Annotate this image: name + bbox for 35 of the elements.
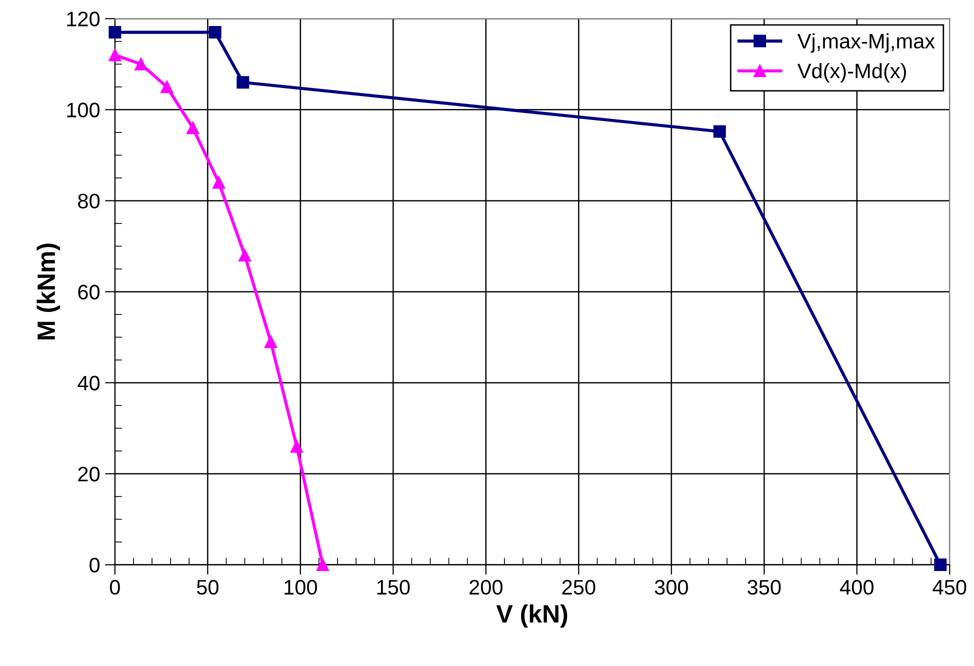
point [160, 80, 174, 94]
x-tick-label: 400 [840, 580, 874, 595]
point [134, 58, 148, 70]
y-tick-label: 0 [90, 558, 100, 573]
point [290, 440, 303, 453]
x-axis-title: V (kN) [496, 604, 568, 628]
legend-label: Vj,max-Mj,max [797, 33, 935, 53]
point [316, 558, 329, 572]
x-tick-label: 50 [196, 580, 218, 595]
point [713, 125, 726, 138]
x-tick-label: 200 [470, 580, 502, 595]
x-tick-label: 150 [377, 580, 410, 595]
y-tick-label: 80 [78, 194, 100, 208]
point [934, 558, 947, 572]
y-tick-label: 60 [78, 284, 100, 300]
point [108, 26, 122, 39]
point [264, 336, 277, 348]
x-tick-label: 450 [932, 580, 966, 595]
y-tick-label: 40 [78, 376, 100, 390]
point [208, 26, 222, 39]
x-tick-label: 100 [284, 580, 317, 595]
x-tick-label: 350 [748, 580, 781, 595]
point [238, 249, 252, 262]
point [212, 176, 226, 189]
point [186, 122, 200, 134]
y-tick-label: 120 [67, 12, 100, 26]
point [108, 48, 122, 62]
legend-label: Vd(x)-Md(x) [797, 63, 906, 82]
x-tick-label: 300 [654, 580, 688, 595]
x-tick-label: 250 [562, 580, 596, 595]
y-axis-title: M (kNm) [36, 244, 60, 340]
x-tick-label: 0 [110, 580, 120, 595]
y-tick-label: 20 [78, 466, 100, 482]
y-tick-label: 100 [67, 102, 100, 118]
point [236, 76, 250, 89]
